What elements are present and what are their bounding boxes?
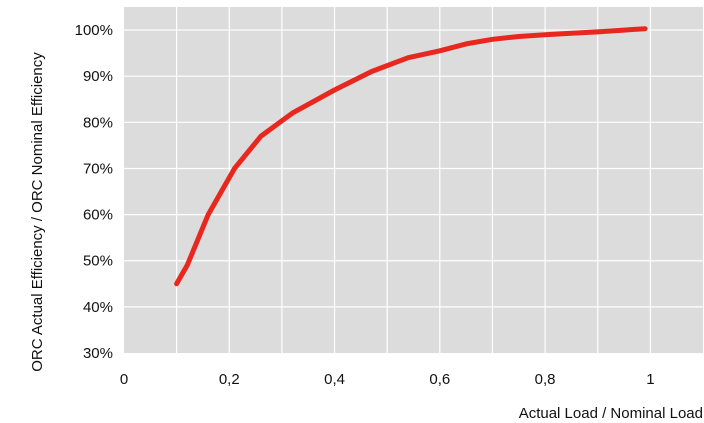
- y-tick-label: 40%: [83, 299, 113, 316]
- y-tick-label: 50%: [83, 253, 113, 270]
- x-tick-labels: 0 0,2 0,4 0,6 0,8 1: [120, 371, 655, 388]
- y-tick-label: 60%: [83, 207, 113, 224]
- x-tick-label: 1: [646, 371, 654, 388]
- x-tick-label: 0,2: [219, 371, 240, 388]
- plot-area: [124, 7, 703, 353]
- y-tick-label: 100%: [75, 22, 113, 39]
- efficiency-curve: [174, 26, 648, 287]
- grid: [124, 7, 703, 353]
- y-tick-label: 30%: [83, 345, 113, 362]
- y-tick-label: 80%: [83, 114, 113, 131]
- y-tick-label: 70%: [83, 160, 113, 177]
- y-tick-labels: 30% 40% 50% 60% 70% 80% 90% 100%: [75, 22, 113, 362]
- x-tick-label: 0,6: [429, 371, 450, 388]
- x-tick-label: 0,8: [535, 371, 556, 388]
- x-tick-label: 0,4: [324, 371, 345, 388]
- y-tick-label: 90%: [83, 68, 113, 85]
- x-tick-label: 0: [120, 371, 128, 388]
- y-axis-title: ORC Actual Efficiency / ORC Nominal Effi…: [29, 52, 46, 372]
- x-axis-title: Actual Load / Nominal Load: [519, 405, 703, 422]
